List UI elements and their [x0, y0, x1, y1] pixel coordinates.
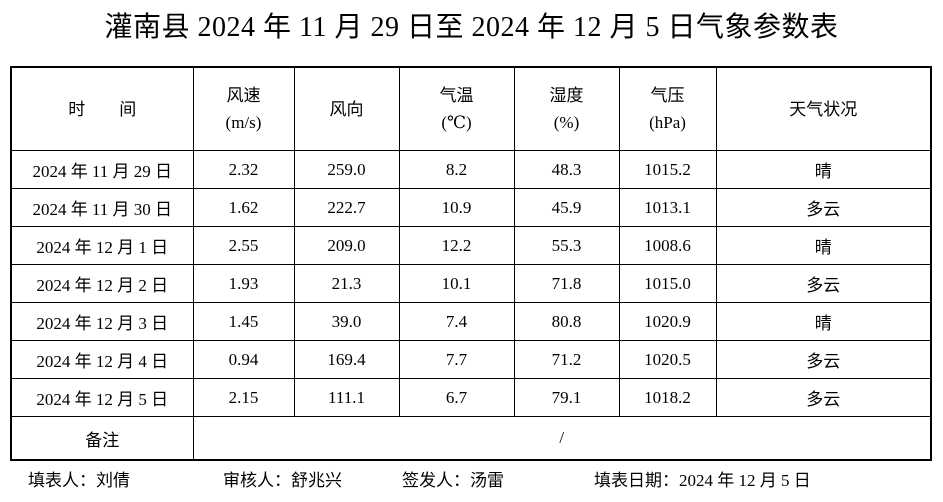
table-row: 2024 年 12 月 1 日 2.55 209.0 12.2 55.3 100… — [10, 226, 932, 265]
humidity-cell: 71.8 — [513, 264, 620, 303]
wind-speed-cell: 2.55 — [192, 226, 295, 265]
date-cell: 2024 年 12 月 5 日 — [10, 378, 194, 417]
weather-cell: 晴 — [715, 226, 932, 265]
pressure-cell: 1013.1 — [618, 188, 717, 227]
date-cell: 2024 年 12 月 1 日 — [10, 226, 194, 265]
date-cell: 2024 年 11 月 30 日 — [10, 188, 194, 227]
fill-date-label: 填表日期：2024 年 12 月 5 日 — [594, 471, 811, 490]
signature-line: 填表人：刘倩 审核人：舒兆兴 签发人：汤雷 填表日期：2024 年 12 月 5… — [0, 469, 943, 493]
wind-speed-cell: 1.45 — [192, 302, 295, 341]
table-row: 2024 年 12 月 5 日 2.15 111.1 6.7 79.1 1018… — [10, 378, 932, 417]
header-cell-time: 时 间 — [10, 66, 194, 151]
wind-speed-cell: 0.94 — [192, 340, 295, 379]
wind-direction-cell: 222.7 — [293, 188, 400, 227]
table-row: 2024 年 11 月 30 日 1.62 222.7 10.9 45.9 10… — [10, 188, 932, 227]
wind-speed-cell: 1.62 — [192, 188, 295, 227]
wind-direction-cell: 21.3 — [293, 264, 400, 303]
issued-by-label: 签发人：汤雷 — [402, 471, 504, 490]
weather-parameters-table: 时 间 风速 (m/s) 风向 气温 (℃) 湿度 (%) 气压 (hPa) 天… — [10, 66, 932, 461]
date-cell: 2024 年 12 月 2 日 — [10, 264, 194, 303]
humidity-cell: 71.2 — [513, 340, 620, 379]
reviewed-by-label: 审核人：舒兆兴 — [223, 471, 342, 490]
filled-by-label: 填表人：刘倩 — [28, 471, 130, 490]
remark-label: 备注 — [10, 416, 194, 461]
temperature-cell: 7.7 — [398, 340, 515, 379]
pressure-cell: 1008.6 — [618, 226, 717, 265]
weather-cell: 多云 — [715, 188, 932, 227]
wind-direction-cell: 259.0 — [293, 150, 400, 189]
wind-speed-cell: 2.15 — [192, 378, 295, 417]
pressure-cell: 1015.0 — [618, 264, 717, 303]
wind-speed-cell: 1.93 — [192, 264, 295, 303]
header-cell-pressure: 气压 (hPa) — [618, 66, 717, 151]
wind-direction-cell: 111.1 — [293, 378, 400, 417]
humidity-cell: 55.3 — [513, 226, 620, 265]
temperature-cell: 10.9 — [398, 188, 515, 227]
humidity-cell: 79.1 — [513, 378, 620, 417]
date-cell: 2024 年 12 月 3 日 — [10, 302, 194, 341]
header-cell-weather: 天气状况 — [715, 66, 932, 151]
table-row: 2024 年 12 月 2 日 1.93 21.3 10.1 71.8 1015… — [10, 264, 932, 303]
temperature-cell: 6.7 — [398, 378, 515, 417]
temperature-cell: 7.4 — [398, 302, 515, 341]
pressure-cell: 1020.9 — [618, 302, 717, 341]
remark-row: 备注 / — [10, 416, 932, 461]
table-row: 2024 年 11 月 29 日 2.32 259.0 8.2 48.3 101… — [10, 150, 932, 189]
header-cell-wind-direction: 风向 — [293, 66, 400, 151]
wind-direction-cell: 209.0 — [293, 226, 400, 265]
temperature-cell: 8.2 — [398, 150, 515, 189]
temperature-cell: 12.2 — [398, 226, 515, 265]
wind-speed-cell: 2.32 — [192, 150, 295, 189]
temperature-cell: 10.1 — [398, 264, 515, 303]
humidity-cell: 80.8 — [513, 302, 620, 341]
table-row: 2024 年 12 月 4 日 0.94 169.4 7.7 71.2 1020… — [10, 340, 932, 379]
wind-direction-cell: 39.0 — [293, 302, 400, 341]
weather-cell: 晴 — [715, 150, 932, 189]
page-title: 灌南县 2024 年 11 月 29 日至 2024 年 12 月 5 日气象参… — [104, 12, 839, 43]
pressure-cell: 1018.2 — [618, 378, 717, 417]
table-row: 2024 年 12 月 3 日 1.45 39.0 7.4 80.8 1020.… — [10, 302, 932, 341]
wind-direction-cell: 169.4 — [293, 340, 400, 379]
header-cell-temperature: 气温 (℃) — [398, 66, 515, 151]
weather-cell: 晴 — [715, 302, 932, 341]
date-cell: 2024 年 12 月 4 日 — [10, 340, 194, 379]
remark-value: / — [192, 416, 932, 461]
pressure-cell: 1015.2 — [618, 150, 717, 189]
date-cell: 2024 年 11 月 29 日 — [10, 150, 194, 189]
header-cell-wind-speed: 风速 (m/s) — [192, 66, 295, 151]
header-cell-humidity: 湿度 (%) — [513, 66, 620, 151]
weather-cell: 多云 — [715, 264, 932, 303]
weather-cell: 多云 — [715, 378, 932, 417]
table-header-row: 时 间 风速 (m/s) 风向 气温 (℃) 湿度 (%) 气压 (hPa) 天… — [10, 66, 932, 151]
weather-cell: 多云 — [715, 340, 932, 379]
pressure-cell: 1020.5 — [618, 340, 717, 379]
humidity-cell: 48.3 — [513, 150, 620, 189]
humidity-cell: 45.9 — [513, 188, 620, 227]
